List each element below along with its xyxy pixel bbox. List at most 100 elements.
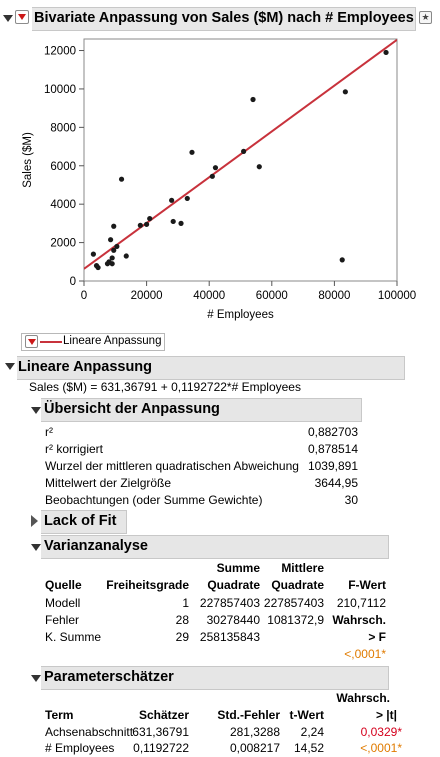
params-se: 281,3288 [229,725,280,739]
data-point [114,243,120,250]
anova-f-prob-label2: > F [368,630,386,644]
data-point [169,197,175,203]
anova-col-f: F-Wert [348,578,386,592]
summary-title: Übersicht der Anpassung [44,401,220,417]
data-point [339,257,345,263]
anova-source: K. Summe [45,630,102,644]
data-point [178,220,184,226]
params-disclosure-icon[interactable] [31,675,41,682]
params-col-t: t-Wert [289,708,324,722]
report-title: Bivariate Anpassung von Sales ($M) nach … [34,10,414,26]
x-tick-label: 80000 [318,290,350,302]
params-term: # Employees [45,741,115,755]
data-point [241,148,247,154]
data-point [109,255,115,261]
x-tick-label: 0 [81,290,87,302]
summary-label: Mittelwert der Zielgröße [45,476,172,490]
legend-red-triangle-menu[interactable] [25,335,38,348]
lack-of-fit-header [41,510,127,534]
x-tick-label: 20000 [131,290,163,302]
anova-header [41,535,389,559]
params-title: Parameterschätzer [44,669,174,685]
summary-label: r² korrigiert [45,442,104,456]
lack-of-fit-title: Lack of Fit [44,513,117,529]
data-point [209,173,215,179]
summary-value: 1039,891 [307,459,358,473]
legend-line-swatch [40,341,62,343]
y-axis-label: Sales ($M) [22,132,34,188]
data-point [189,149,195,155]
data-point [118,176,125,182]
anova-df: 29 [175,630,189,644]
params-est: 631,36791 [132,725,189,739]
fit-equation: Sales ($M) = 631,36791 + 0,1192722*# Emp… [29,380,301,394]
anova-col-df: Freiheitsgrade [106,578,189,592]
report-title-bar [32,7,416,31]
summary-value: 0,882703 [307,425,358,439]
params-prob: <,0001* [360,741,402,755]
fit-section-header [17,356,405,380]
params-col-prob: > |t| [375,708,397,722]
params-col-est: Schätzer [138,708,189,722]
y-tick-label: 2000 [50,238,76,250]
y-tick-label: 12000 [44,46,76,58]
x-tick-label: 40000 [193,290,225,302]
params-t: 2,24 [300,725,324,739]
anova-col-mean: Quadrate [271,578,324,592]
data-point [109,261,115,267]
params-term: Achsenabschnitt [45,725,134,739]
data-point [147,215,153,222]
anova-df: 28 [175,613,189,627]
summary-value: 0,878514 [307,442,358,456]
data-point [256,164,262,170]
params-prob: 0,0329* [360,725,402,739]
data-point [137,222,143,228]
anova-p-value: <,0001* [344,647,386,661]
anova-col-sum-top: Summe [216,561,260,575]
summary-value: 30 [344,493,358,507]
y-tick-label: 4000 [50,199,76,211]
anova-sum: 30278440 [206,613,260,627]
report-red-triangle-menu[interactable] [15,10,29,24]
data-point [111,223,117,229]
scatter-plot: 0 20000 40000 60000 80000 100000 0 2000 4000 6000… [22,38,416,321]
anova-source: Fehler [45,613,80,627]
report-disclosure-icon[interactable] [3,15,13,22]
y-tick-label: 0 [70,276,76,288]
anova-col-mean-top: Mittlere [281,561,324,575]
y-tick-label: 8000 [50,122,76,134]
summary-label: Wurzel der mittleren quadratischen Abwei… [45,459,299,473]
params-col-prob-top: Wahrsch. [336,691,390,705]
data-point [250,96,256,103]
params-se: 0,008217 [229,741,280,755]
params-est: 0,1192722 [133,741,189,755]
anova-disclosure-icon[interactable] [31,544,41,551]
data-point [342,89,348,95]
lack-of-fit-disclosure-icon[interactable] [31,515,38,527]
anova-title: Varianzanalyse [44,538,148,554]
fit-section-title: Lineare Anpassung [18,359,153,375]
fit-disclosure-icon[interactable] [5,363,15,370]
anova-col-source: Quelle [45,578,82,592]
anova-mean: 227857403 [263,596,324,610]
data-point [90,251,96,257]
anova-df: 1 [182,596,189,610]
y-tick-label: 10000 [44,84,76,96]
data-point [144,221,150,227]
params-t: 14,52 [293,741,324,755]
x-tick-label: 60000 [256,290,288,302]
fit-line [84,39,397,270]
summary-label: Beobachtungen (oder Summe Gewichte) [45,493,263,507]
summary-disclosure-icon[interactable] [31,407,41,414]
y-tick-label: 6000 [50,161,76,173]
anova-source: Modell [45,596,81,610]
params-header [41,666,389,690]
anova-col-sum: Quadrate [207,578,260,592]
data-point [184,195,190,202]
summary-header [41,398,362,422]
summary-value: 3644,95 [314,476,358,490]
pin-icon[interactable]: ★ [419,11,432,24]
x-tick-label: 100000 [378,290,416,302]
legend-box [21,333,165,351]
summary-label: r² [45,425,53,439]
